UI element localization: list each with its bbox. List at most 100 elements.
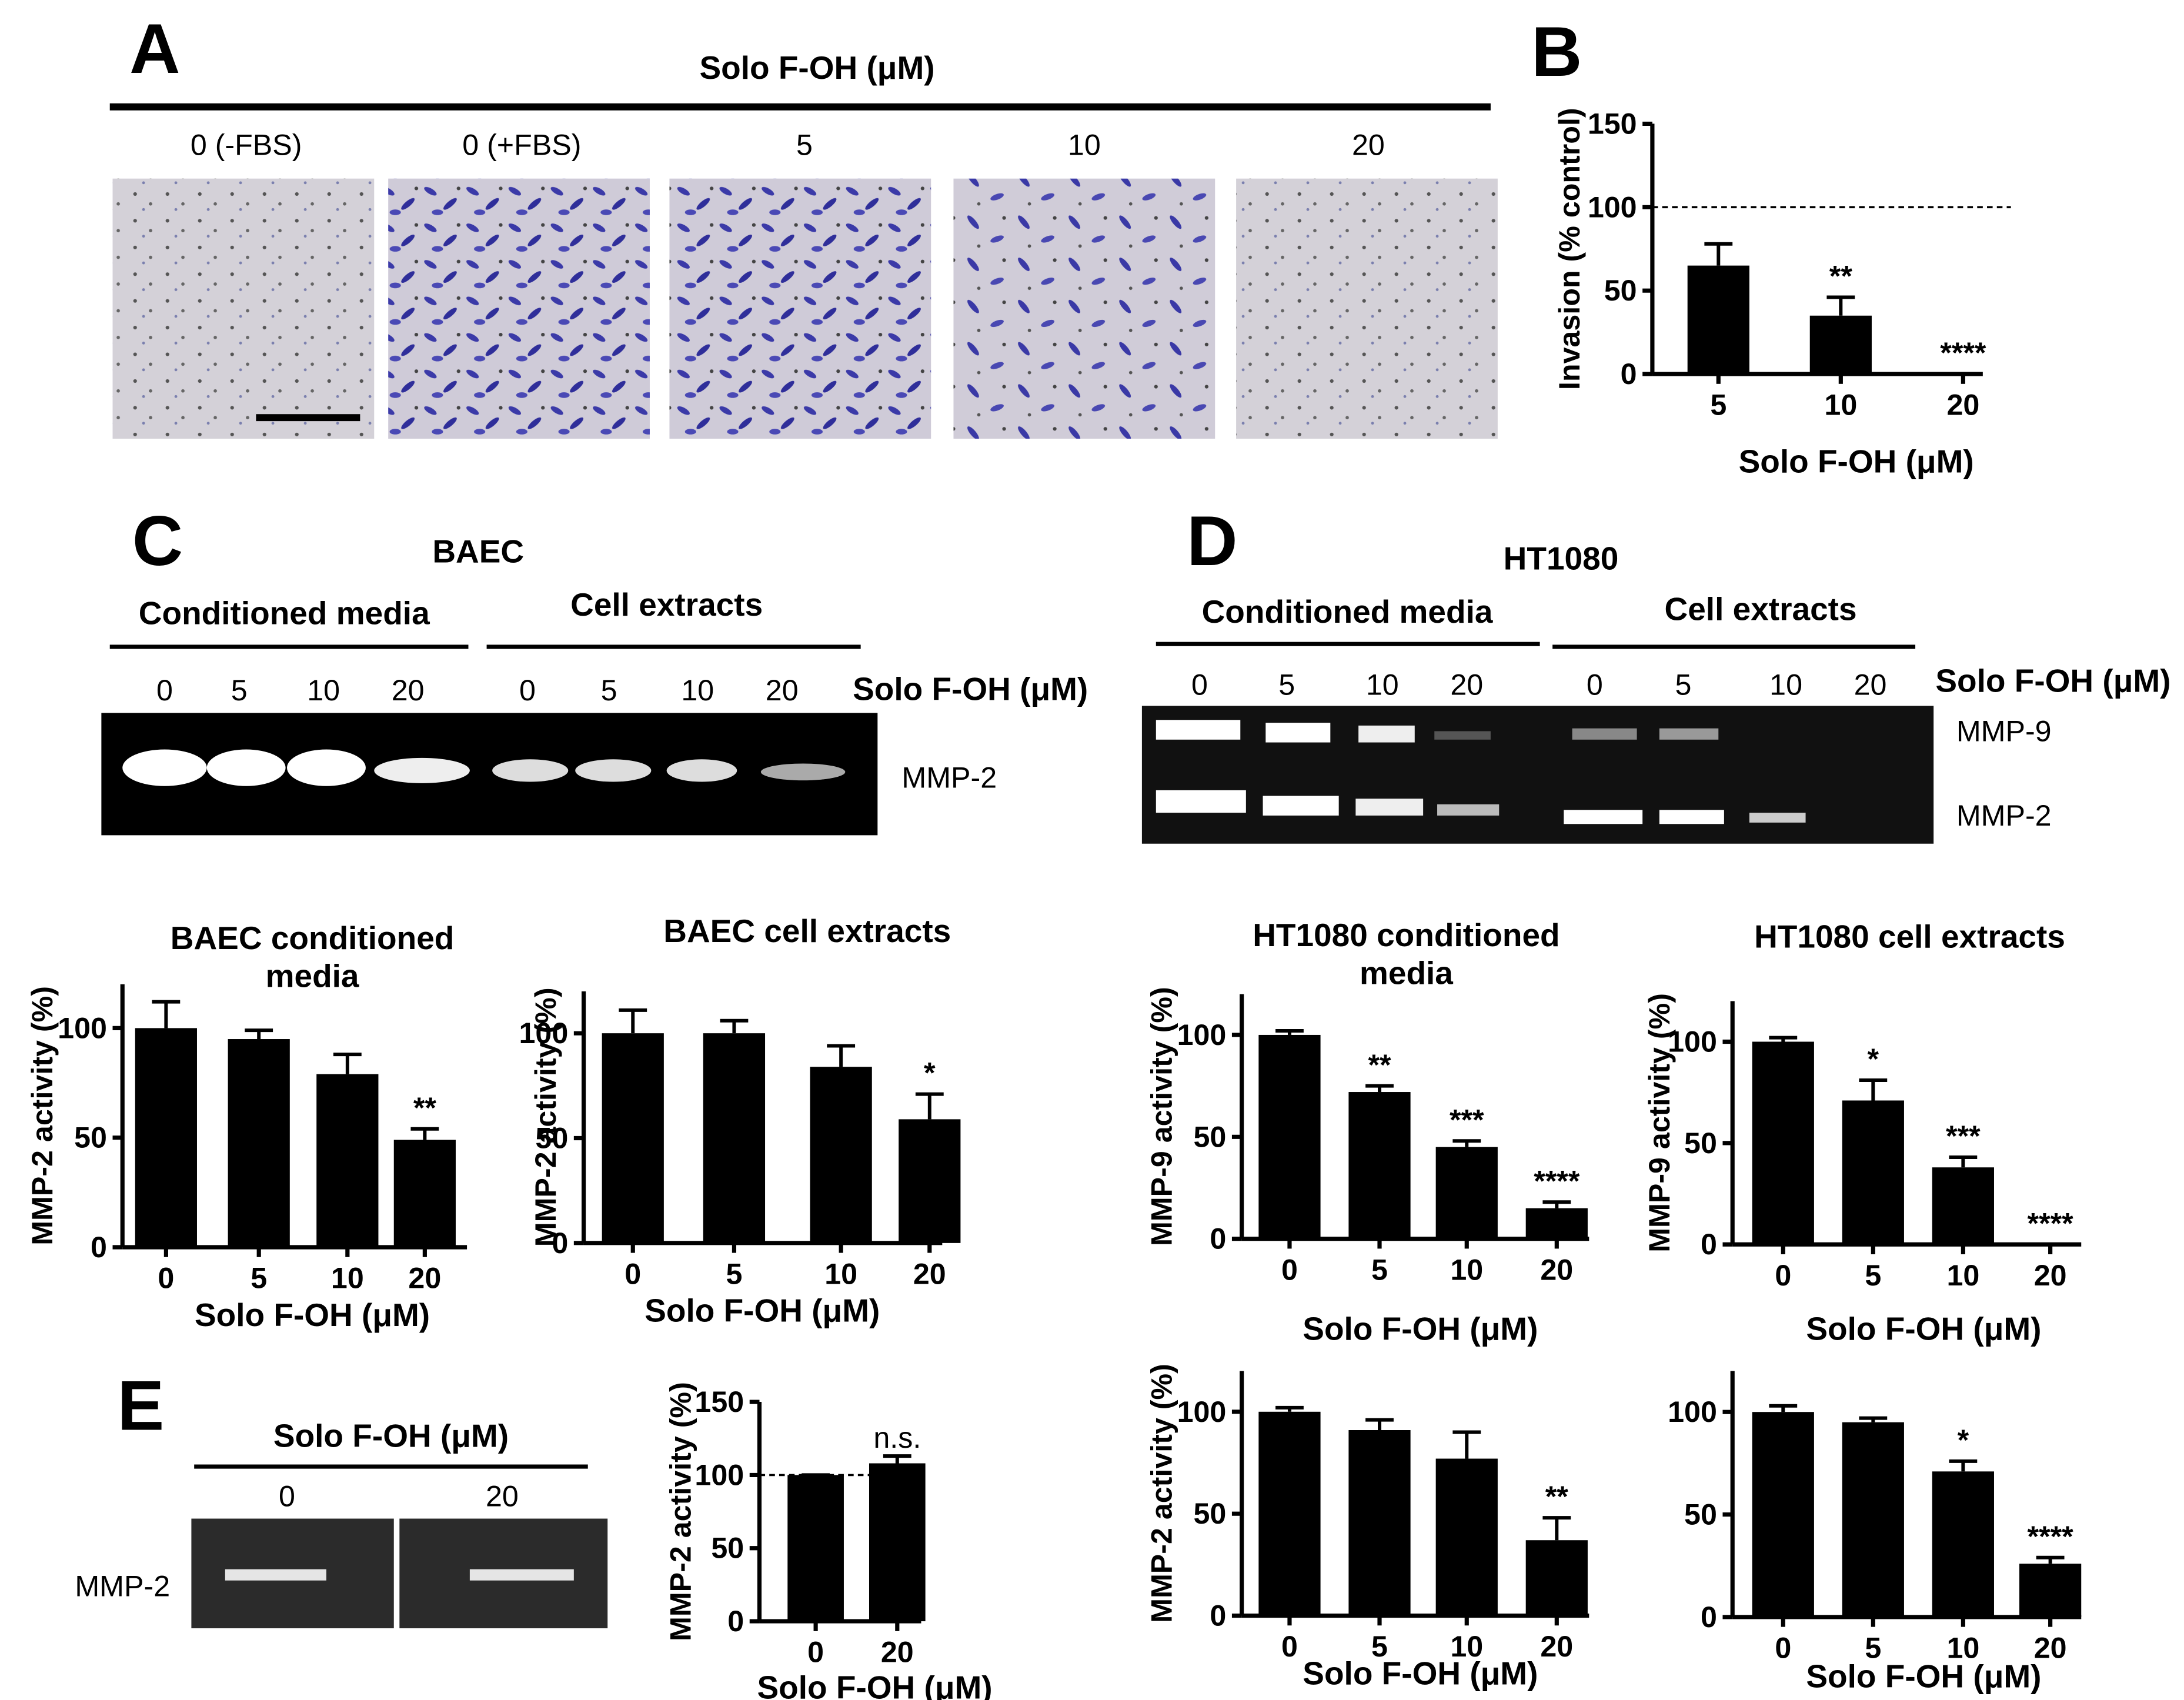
bar	[899, 1119, 961, 1243]
x-axis-label: Solo F-OH (μM)	[1739, 443, 1974, 479]
y-tick-label: 50	[1684, 1498, 1717, 1531]
x-axis-label: Solo F-OH (μM)	[1303, 1311, 1538, 1347]
lane-label: 20	[392, 674, 425, 707]
x-tick-label: 20	[913, 1257, 946, 1290]
error-bar	[1769, 1036, 1798, 1042]
panel-letter: E	[117, 1367, 164, 1445]
y-tick-label: 100	[58, 1011, 107, 1044]
y-tick-label: 50	[1604, 274, 1637, 307]
significance-label: ****	[1940, 336, 1986, 369]
y-tick-label: 100	[1588, 191, 1637, 223]
x-tick-label: 5	[1371, 1630, 1388, 1663]
y-tick-label: 100	[1177, 1018, 1227, 1051]
x-tick-label: 20	[2034, 1632, 2067, 1665]
lane-label: 5	[1278, 669, 1295, 702]
bar	[1348, 1092, 1411, 1239]
y-axis-label: MMP-9 activity (%)	[1145, 987, 1178, 1246]
x-tick-label: 10	[1946, 1632, 1979, 1665]
band	[1659, 810, 1724, 824]
significance-label: *	[1868, 1043, 1879, 1076]
x-tick-label: 5	[1865, 1259, 1881, 1292]
bar	[1752, 1412, 1814, 1617]
x-tick-label: 10	[331, 1262, 364, 1295]
bar	[393, 1140, 456, 1248]
x-tick-label: 5	[1710, 389, 1727, 422]
y-tick-label: 100	[1177, 1395, 1227, 1428]
error-bar	[619, 1008, 647, 1034]
error-bar	[1275, 1405, 1304, 1412]
y-axis-label: MMP-2 activity (%)	[529, 987, 562, 1247]
bar	[787, 1475, 844, 1622]
error-bar	[1542, 1516, 1571, 1541]
x-tick-label: 0	[807, 1636, 824, 1669]
y-tick-label: 50	[74, 1121, 107, 1154]
error-bar	[1949, 1155, 1978, 1168]
band	[122, 749, 207, 786]
band-label: MMP-9	[1956, 714, 2052, 747]
band	[1749, 813, 1806, 823]
error-bar	[410, 1127, 439, 1140]
group-label: Cell extracts	[570, 586, 763, 623]
y-tick-label: 50	[535, 1122, 568, 1155]
panel-letter: D	[1187, 502, 1237, 580]
chart-title: HT1080 conditioned media	[1253, 917, 1559, 991]
x-tick-label: 0	[1775, 1632, 1791, 1665]
y-tick-label: 50	[1194, 1120, 1227, 1153]
panel-letter: B	[1531, 13, 1582, 91]
band	[492, 759, 569, 782]
band	[1358, 725, 1415, 743]
x-tick-label: 10	[1450, 1253, 1483, 1286]
y-tick-label: 0	[1621, 358, 1637, 390]
bar	[703, 1033, 766, 1243]
lane-label: 0	[279, 1479, 295, 1512]
x-tick-label: 5	[726, 1257, 742, 1290]
lane-label: 0	[519, 674, 536, 707]
x-axis-label: Solo F-OH (μM)	[1806, 1311, 2041, 1347]
x-tick-label: 0	[1775, 1259, 1791, 1292]
lane-label: 10	[1769, 669, 1802, 702]
y-tick-label: 100	[519, 1017, 569, 1050]
lane-label: 0	[1587, 669, 1603, 702]
y-tick-label: 100	[694, 1458, 744, 1491]
x-tick-label: 0	[625, 1257, 641, 1290]
error-bar	[883, 1454, 911, 1464]
error-bar	[1859, 1416, 1888, 1422]
lane-label: 20	[486, 1479, 519, 1512]
y-tick-label: 0	[1210, 1599, 1226, 1632]
band	[1355, 799, 1424, 816]
band	[374, 757, 470, 783]
x-tick-label: 5	[251, 1262, 267, 1295]
lane-label: 10	[1068, 128, 1101, 161]
band	[1156, 790, 1246, 813]
significance-label: ***	[1946, 1120, 1981, 1153]
treatment-label: Solo F-OH (μM)	[853, 671, 1088, 707]
y-tick-label: 0	[552, 1227, 568, 1260]
error-bar	[152, 1000, 181, 1028]
lane-label: 0 (+FBS)	[462, 128, 581, 161]
cell-line: BAEC	[432, 533, 524, 569]
micrograph	[388, 178, 650, 439]
x-axis-label: Solo F-OH (μM)	[644, 1292, 880, 1329]
significance-label: n.s.	[873, 1421, 921, 1454]
bar	[1687, 265, 1749, 375]
bar	[316, 1074, 379, 1248]
y-tick-label: 0	[1210, 1223, 1226, 1255]
cell-line: HT1080	[1504, 540, 1619, 576]
treatment-label: Solo F-OH (μM)	[1935, 662, 2170, 699]
error-bar	[1769, 1404, 1798, 1412]
lane-label: 5	[796, 128, 813, 161]
x-tick-label: 20	[1540, 1630, 1573, 1663]
error-bar	[245, 1028, 273, 1040]
bar	[1435, 1147, 1498, 1239]
y-axis-label: MMP-9 activity (%)	[1643, 993, 1676, 1253]
bar	[1258, 1411, 1321, 1616]
lane-label: 20	[1352, 128, 1385, 161]
bar	[869, 1463, 926, 1622]
significance-label: **	[1829, 260, 1853, 293]
y-tick-label: 0	[727, 1605, 744, 1638]
chart-title: BAEC cell extracts	[663, 913, 951, 949]
x-tick-label: 10	[824, 1257, 857, 1290]
